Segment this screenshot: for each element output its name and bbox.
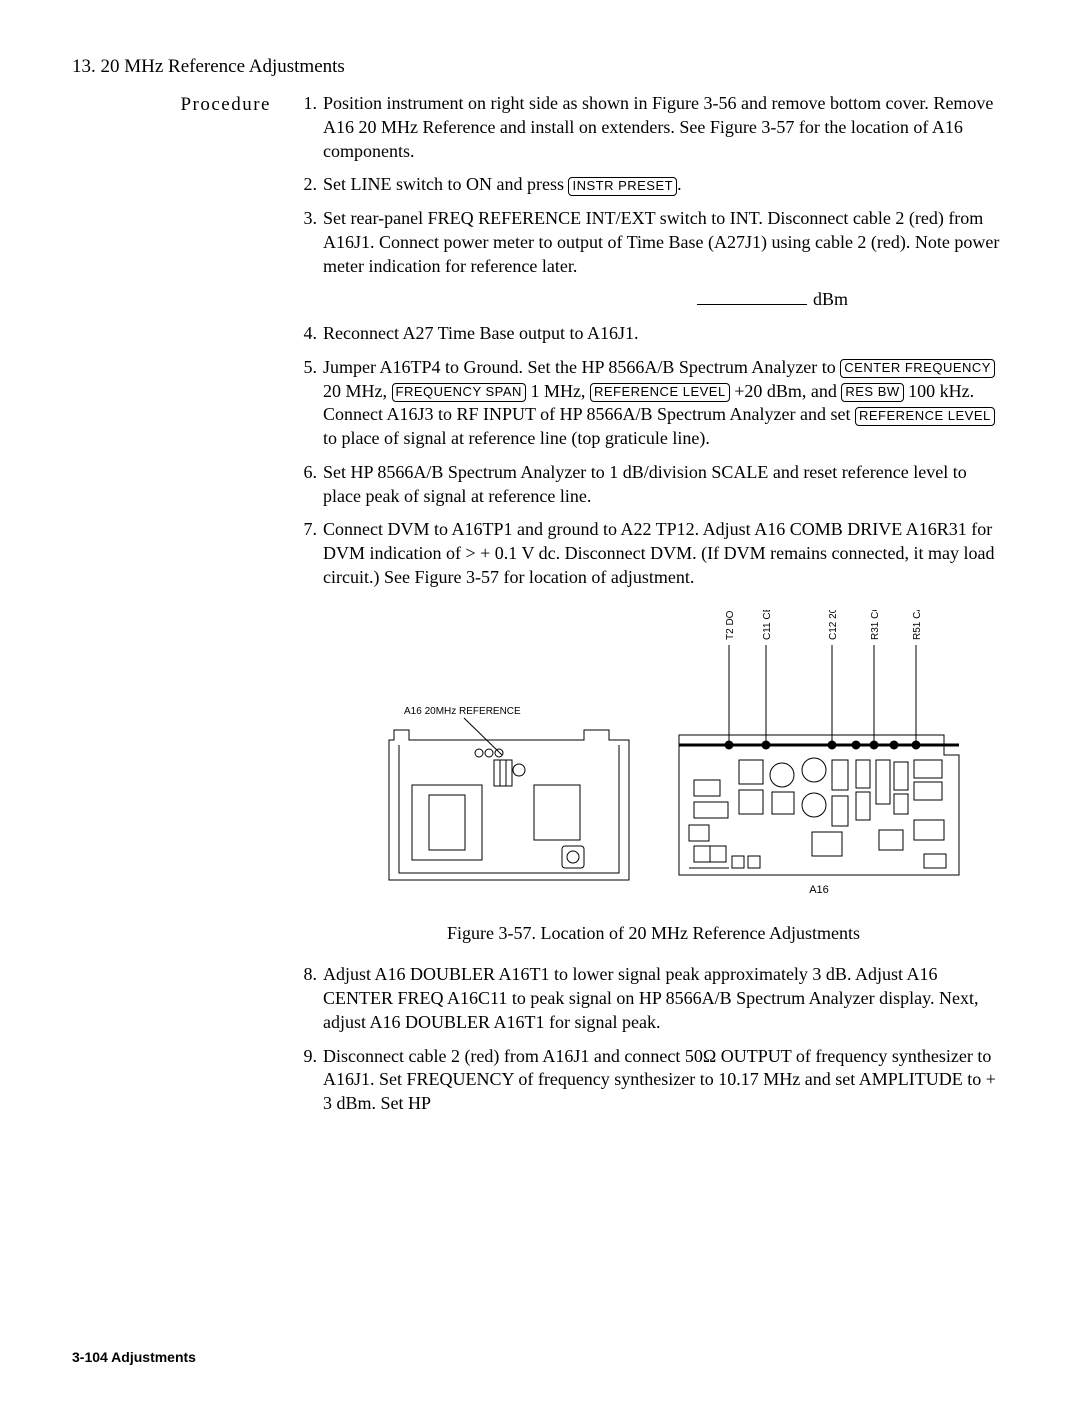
fig-lbl-3: R31 COMB DRIVE bbox=[870, 610, 881, 640]
dbm-rule bbox=[697, 304, 807, 305]
section-title: 13. 20 MHz Reference Adjustments bbox=[72, 56, 1008, 78]
step-8: 8. Adjust A16 DOUBLER A16T1 to lower sig… bbox=[299, 963, 1008, 1034]
content-row: Procedure 1. Position instrument on righ… bbox=[72, 92, 1008, 1126]
fig-lbl-1: C11 CENTER FREQ bbox=[762, 610, 773, 640]
step-num: 3. bbox=[299, 207, 323, 278]
ref-level-key: REFERENCE LEVEL bbox=[590, 383, 730, 402]
res-bw-key: RES BW bbox=[841, 383, 903, 402]
figure-svg: A16 20MHz REFERENCE A16 T2 DOUBLER C11 C… bbox=[334, 610, 974, 910]
s5-m1: 20 MHz, bbox=[323, 381, 392, 401]
step-num: 4. bbox=[299, 322, 323, 346]
step-text: Jumper A16TP4 to Ground. Set the HP 8566… bbox=[323, 356, 1008, 451]
figure-block: A16 20MHz REFERENCE A16 T2 DOUBLER C11 C… bbox=[299, 610, 1008, 946]
steps-container: 1. Position instrument on right side as … bbox=[299, 92, 1008, 1126]
step-num: 6. bbox=[299, 461, 323, 509]
ref-level-key-2: REFERENCE LEVEL bbox=[855, 407, 995, 426]
step-2: 2. Set LINE switch to ON and press INSTR… bbox=[299, 173, 1008, 197]
s5-pre: Jumper A16TP4 to Ground. Set the HP 8566… bbox=[323, 357, 840, 377]
section-title-text: 20 MHz Reference Adjustments bbox=[101, 56, 345, 77]
step-7: 7. Connect DVM to A16TP1 and ground to A… bbox=[299, 518, 1008, 589]
step-num: 8. bbox=[299, 963, 323, 1034]
step-num: 2. bbox=[299, 173, 323, 197]
step-text: Set LINE switch to ON and press INSTR PR… bbox=[323, 173, 1008, 197]
instr-preset-key: INSTR PRESET bbox=[568, 177, 677, 196]
dbm-blank: dBm bbox=[299, 288, 1008, 312]
fig-lbl-4: R51 CAL LEVEL bbox=[912, 610, 923, 640]
fig-board-label: A16 bbox=[809, 884, 829, 896]
step-num: 5. bbox=[299, 356, 323, 451]
center-freq-key: CENTER FREQUENCY bbox=[840, 359, 995, 378]
step2-post: . bbox=[677, 174, 682, 194]
step-num: 9. bbox=[299, 1045, 323, 1116]
fig-lbl-2: C12 20.34MHz NUL bbox=[828, 610, 839, 640]
s5-m2: 1 MHz, bbox=[526, 381, 590, 401]
fig-lbl-0: T2 DOUBLER bbox=[725, 610, 736, 640]
page-footer: 3-104 Adjustments bbox=[72, 1349, 196, 1365]
step-text: Set rear-panel FREQ REFERENCE INT/EXT sw… bbox=[323, 207, 1008, 278]
step-text: Disconnect cable 2 (red) from A16J1 and … bbox=[323, 1045, 1008, 1116]
step-4: 4. Reconnect A27 Time Base output to A16… bbox=[299, 322, 1008, 346]
step-1: 1. Position instrument on right side as … bbox=[299, 92, 1008, 163]
step-text: Position instrument on right side as sho… bbox=[323, 92, 1008, 163]
step-text: Set HP 8566A/B Spectrum Analyzer to 1 dB… bbox=[323, 461, 1008, 509]
step-text: Adjust A16 DOUBLER A16T1 to lower signal… bbox=[323, 963, 1008, 1034]
step2-pre: Set LINE switch to ON and press bbox=[323, 174, 568, 194]
step-text: Connect DVM to A16TP1 and ground to A22 … bbox=[323, 518, 1008, 589]
s5-m3: +20 dBm, and bbox=[730, 381, 842, 401]
step-3: 3. Set rear-panel FREQ REFERENCE INT/EXT… bbox=[299, 207, 1008, 278]
s5-post: to place of signal at reference line (to… bbox=[323, 428, 710, 448]
freq-span-key: FREQUENCY SPAN bbox=[392, 383, 526, 402]
fig-left-label: A16 20MHz REFERENCE bbox=[404, 706, 521, 717]
step-6: 6. Set HP 8566A/B Spectrum Analyzer to 1… bbox=[299, 461, 1008, 509]
section-number: 13. bbox=[72, 56, 96, 77]
figure-caption: Figure 3-57. Location of 20 MHz Referenc… bbox=[299, 922, 1008, 946]
dbm-label: dBm bbox=[813, 289, 848, 309]
step-text: Reconnect A27 Time Base output to A16J1. bbox=[323, 322, 1008, 346]
step-num: 7. bbox=[299, 518, 323, 589]
step-9: 9. Disconnect cable 2 (red) from A16J1 a… bbox=[299, 1045, 1008, 1116]
procedure-label: Procedure bbox=[72, 92, 299, 1126]
step-5: 5. Jumper A16TP4 to Ground. Set the HP 8… bbox=[299, 356, 1008, 451]
step-num: 1. bbox=[299, 92, 323, 163]
